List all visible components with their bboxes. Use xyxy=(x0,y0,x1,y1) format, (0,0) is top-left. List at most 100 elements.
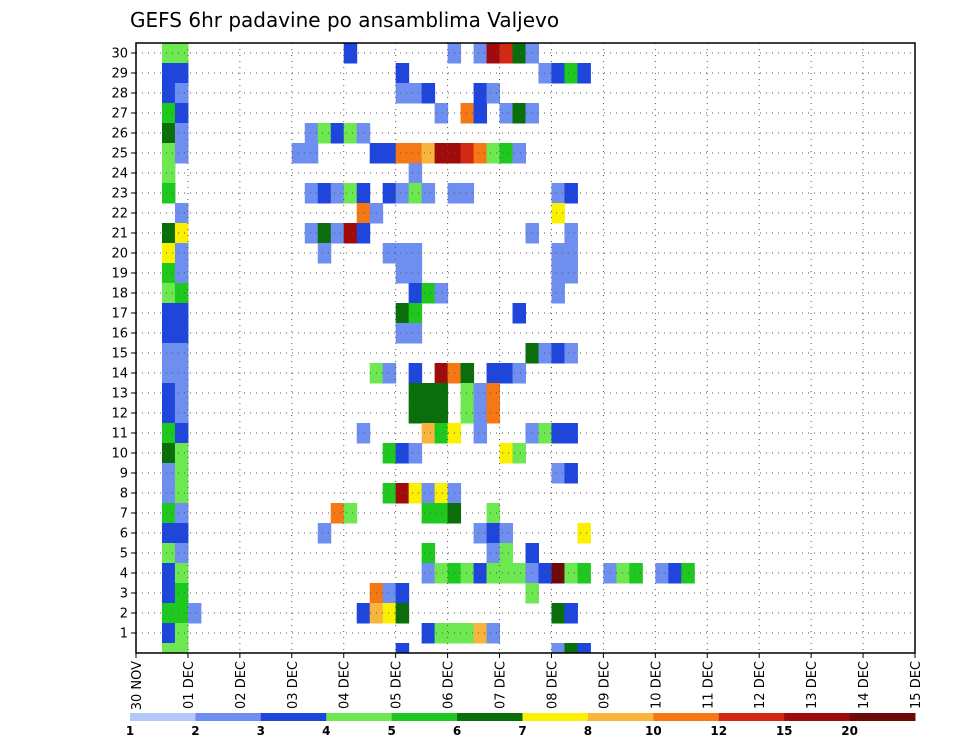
heatmap-cell xyxy=(473,423,488,444)
heatmap-cell xyxy=(551,283,565,304)
heatmap-cell xyxy=(174,343,189,364)
heatmap-cell xyxy=(421,483,436,504)
heatmap-cell xyxy=(408,323,423,344)
heatmap-cell xyxy=(564,183,578,204)
heatmap-cell xyxy=(421,503,436,524)
heatmap-cell xyxy=(174,203,189,224)
colorbar-swatch xyxy=(260,713,327,721)
heatmap-cell xyxy=(408,183,423,204)
y-tick-label: 30 xyxy=(111,47,128,62)
heatmap-cell xyxy=(395,143,410,164)
x-tick-label: 06 DEC xyxy=(442,661,457,709)
plot-frame xyxy=(135,42,916,654)
heatmap-cell xyxy=(629,563,643,584)
heatmap-cell xyxy=(564,63,578,84)
heatmap-cell xyxy=(499,103,514,124)
x-tick-label: 15 DEC xyxy=(909,661,924,709)
heatmap-cell xyxy=(512,563,526,584)
heatmap-cell xyxy=(395,263,410,284)
heatmap-cell xyxy=(161,603,176,624)
heatmap-cell xyxy=(317,523,332,544)
heatmap-cell xyxy=(460,563,475,584)
x-tick-label: 13 DEC xyxy=(805,661,820,709)
heatmap-cell xyxy=(551,243,565,264)
heatmap-cell xyxy=(434,363,449,384)
x-tick-label: 08 DEC xyxy=(545,661,560,709)
heatmap-cell xyxy=(317,183,332,204)
heatmap-cell xyxy=(499,363,514,384)
heatmap-cell xyxy=(460,623,475,644)
heatmap-cell xyxy=(382,363,397,384)
heatmap-cell xyxy=(564,263,578,284)
heatmap-cell xyxy=(161,383,176,404)
heatmap-cell xyxy=(512,443,526,464)
colorbar-swatch xyxy=(457,713,523,721)
chart-title: GEFS 6hr padavine po ansamblima Valjevo xyxy=(130,8,559,32)
heatmap-cell xyxy=(499,543,514,564)
heatmap-cell xyxy=(421,403,436,424)
heatmap-cell xyxy=(304,123,319,144)
x-tick-label: 14 DEC xyxy=(857,661,872,709)
heatmap-cell xyxy=(395,183,410,204)
y-tick-label: 1 xyxy=(120,627,128,642)
heatmap-cell xyxy=(421,183,436,204)
heatmap-cell xyxy=(551,463,565,484)
x-tick-label: 10 DEC xyxy=(649,661,664,709)
heatmap-cell xyxy=(512,103,526,124)
heatmap-cell xyxy=(486,563,501,584)
heatmap-cell xyxy=(356,183,371,204)
heatmap-cell xyxy=(564,603,578,624)
heatmap-cell xyxy=(174,83,189,104)
heatmap-cell xyxy=(304,223,319,244)
colorbar-label: 2 xyxy=(191,724,199,738)
heatmap-cell xyxy=(395,443,410,464)
heatmap-cell xyxy=(577,63,591,84)
heatmap-cell xyxy=(486,623,501,644)
heatmap-cell xyxy=(330,223,345,244)
colorbar-label: 3 xyxy=(257,724,265,738)
heatmap-cell xyxy=(161,363,176,384)
heatmap-cell xyxy=(174,43,189,64)
heatmap-cell xyxy=(577,563,591,584)
heatmap-cell xyxy=(330,183,345,204)
heatmap-cell xyxy=(473,83,488,104)
x-axis-ticks: 30 NOV 01 DEC 02 DEC 03 DEC 04 DEC 05 DEC 06 D… xyxy=(130,653,924,710)
heatmap-cell xyxy=(343,503,358,524)
heatmap-cell xyxy=(161,103,176,124)
heatmap-cells xyxy=(161,43,695,654)
colorbar-swatch xyxy=(849,713,916,721)
heatmap-cell xyxy=(551,263,565,284)
heatmap-cell xyxy=(564,463,578,484)
y-tick-label: 24 xyxy=(111,167,128,182)
heatmap-cell xyxy=(434,623,449,644)
heatmap-cell xyxy=(356,423,371,444)
heatmap-cell xyxy=(161,143,176,164)
heatmap-cell xyxy=(161,543,176,564)
heatmap-cell xyxy=(395,323,410,344)
heatmap-cell xyxy=(161,523,176,544)
heatmap-cell xyxy=(382,603,397,624)
y-tick-label: 25 xyxy=(111,147,128,162)
heatmap-cell xyxy=(473,383,488,404)
heatmap-cell xyxy=(551,563,565,584)
heatmap-cell xyxy=(356,203,371,224)
y-tick-label: 3 xyxy=(120,587,128,602)
heatmap-cell xyxy=(486,543,501,564)
heatmap-cell xyxy=(473,403,488,424)
heatmap-cell xyxy=(421,383,436,404)
heatmap-cell xyxy=(395,243,410,264)
heatmap-cell xyxy=(486,43,501,64)
heatmap-cell xyxy=(174,363,189,384)
heatmap-cell xyxy=(174,583,189,604)
heatmap-cell xyxy=(460,143,475,164)
x-tick-label: 03 DEC xyxy=(286,661,301,709)
heatmap-cell xyxy=(161,43,176,64)
heatmap-cell xyxy=(564,423,578,444)
heatmap-cell xyxy=(421,143,436,164)
heatmap-cell xyxy=(174,543,189,564)
heatmap-cell xyxy=(538,563,552,584)
colorbar-swatch xyxy=(718,713,785,721)
y-tick-label: 14 xyxy=(111,367,128,382)
heatmap-cell xyxy=(460,103,475,124)
heatmap-cell xyxy=(408,403,423,424)
